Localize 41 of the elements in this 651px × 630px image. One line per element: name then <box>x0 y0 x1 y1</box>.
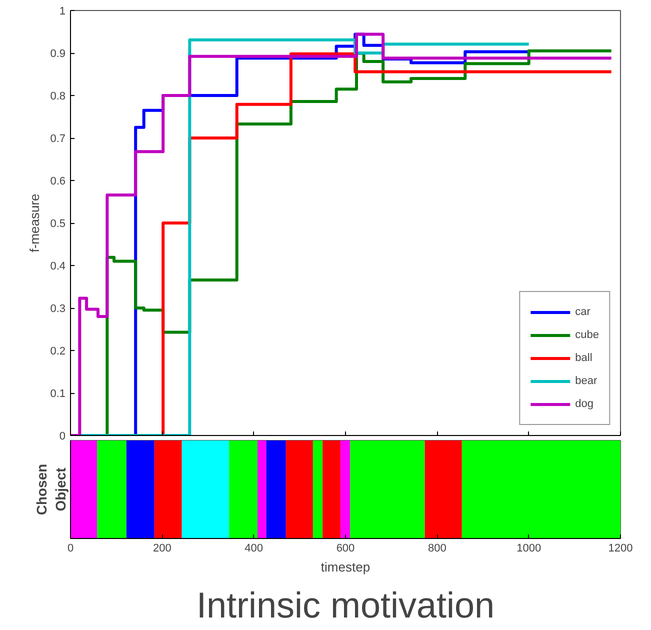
y-tick-label: 0.5 <box>50 218 66 230</box>
y-tick-label: 0.7 <box>50 133 66 145</box>
y-tick-label: 1 <box>59 6 66 18</box>
legend-label: cube <box>575 329 599 341</box>
y-axis-title: f-measure <box>27 194 42 252</box>
y-tick-label: 0.2 <box>50 346 66 358</box>
text: Intrinsic motivation <box>196 584 495 626</box>
x-tick-label: 0 <box>67 542 74 554</box>
y-axis-title: Chosen Object <box>33 464 68 516</box>
bar <box>154 440 182 538</box>
y-tick-label: 0.1 <box>50 388 66 400</box>
x-tick-label: 200 <box>152 542 172 554</box>
legend-label: dog <box>575 398 594 410</box>
bar <box>286 440 313 538</box>
legend-label: ball <box>575 352 594 364</box>
bar <box>462 440 620 538</box>
bar <box>258 440 266 538</box>
x-tick-label: 1200 <box>608 542 633 554</box>
y-tick-label: 0.4 <box>50 260 66 272</box>
x-tick-label: 800 <box>428 542 446 554</box>
x-tick-label: 400 <box>244 542 264 554</box>
legend-label: bear <box>575 375 598 387</box>
y-tick-label: 0.8 <box>50 90 66 102</box>
bar <box>350 440 425 538</box>
bar <box>126 440 154 538</box>
y-tick-label: 0 <box>59 430 66 442</box>
bar <box>182 440 230 538</box>
x-axis-title: timestep <box>320 560 370 574</box>
y-tick-label: 0.6 <box>50 176 66 188</box>
bar <box>229 440 258 538</box>
bar <box>266 440 286 538</box>
y-tick-label: 0.3 <box>50 303 66 315</box>
bar <box>322 440 340 538</box>
bar <box>340 440 350 538</box>
bar <box>312 440 323 538</box>
bar <box>97 440 126 538</box>
x-tick-label: 600 <box>336 542 355 554</box>
bar <box>424 440 462 538</box>
x-tick-label: 1000 <box>516 542 542 554</box>
y-tick-label: 0.9 <box>50 48 66 60</box>
legend-label: car <box>575 306 592 318</box>
